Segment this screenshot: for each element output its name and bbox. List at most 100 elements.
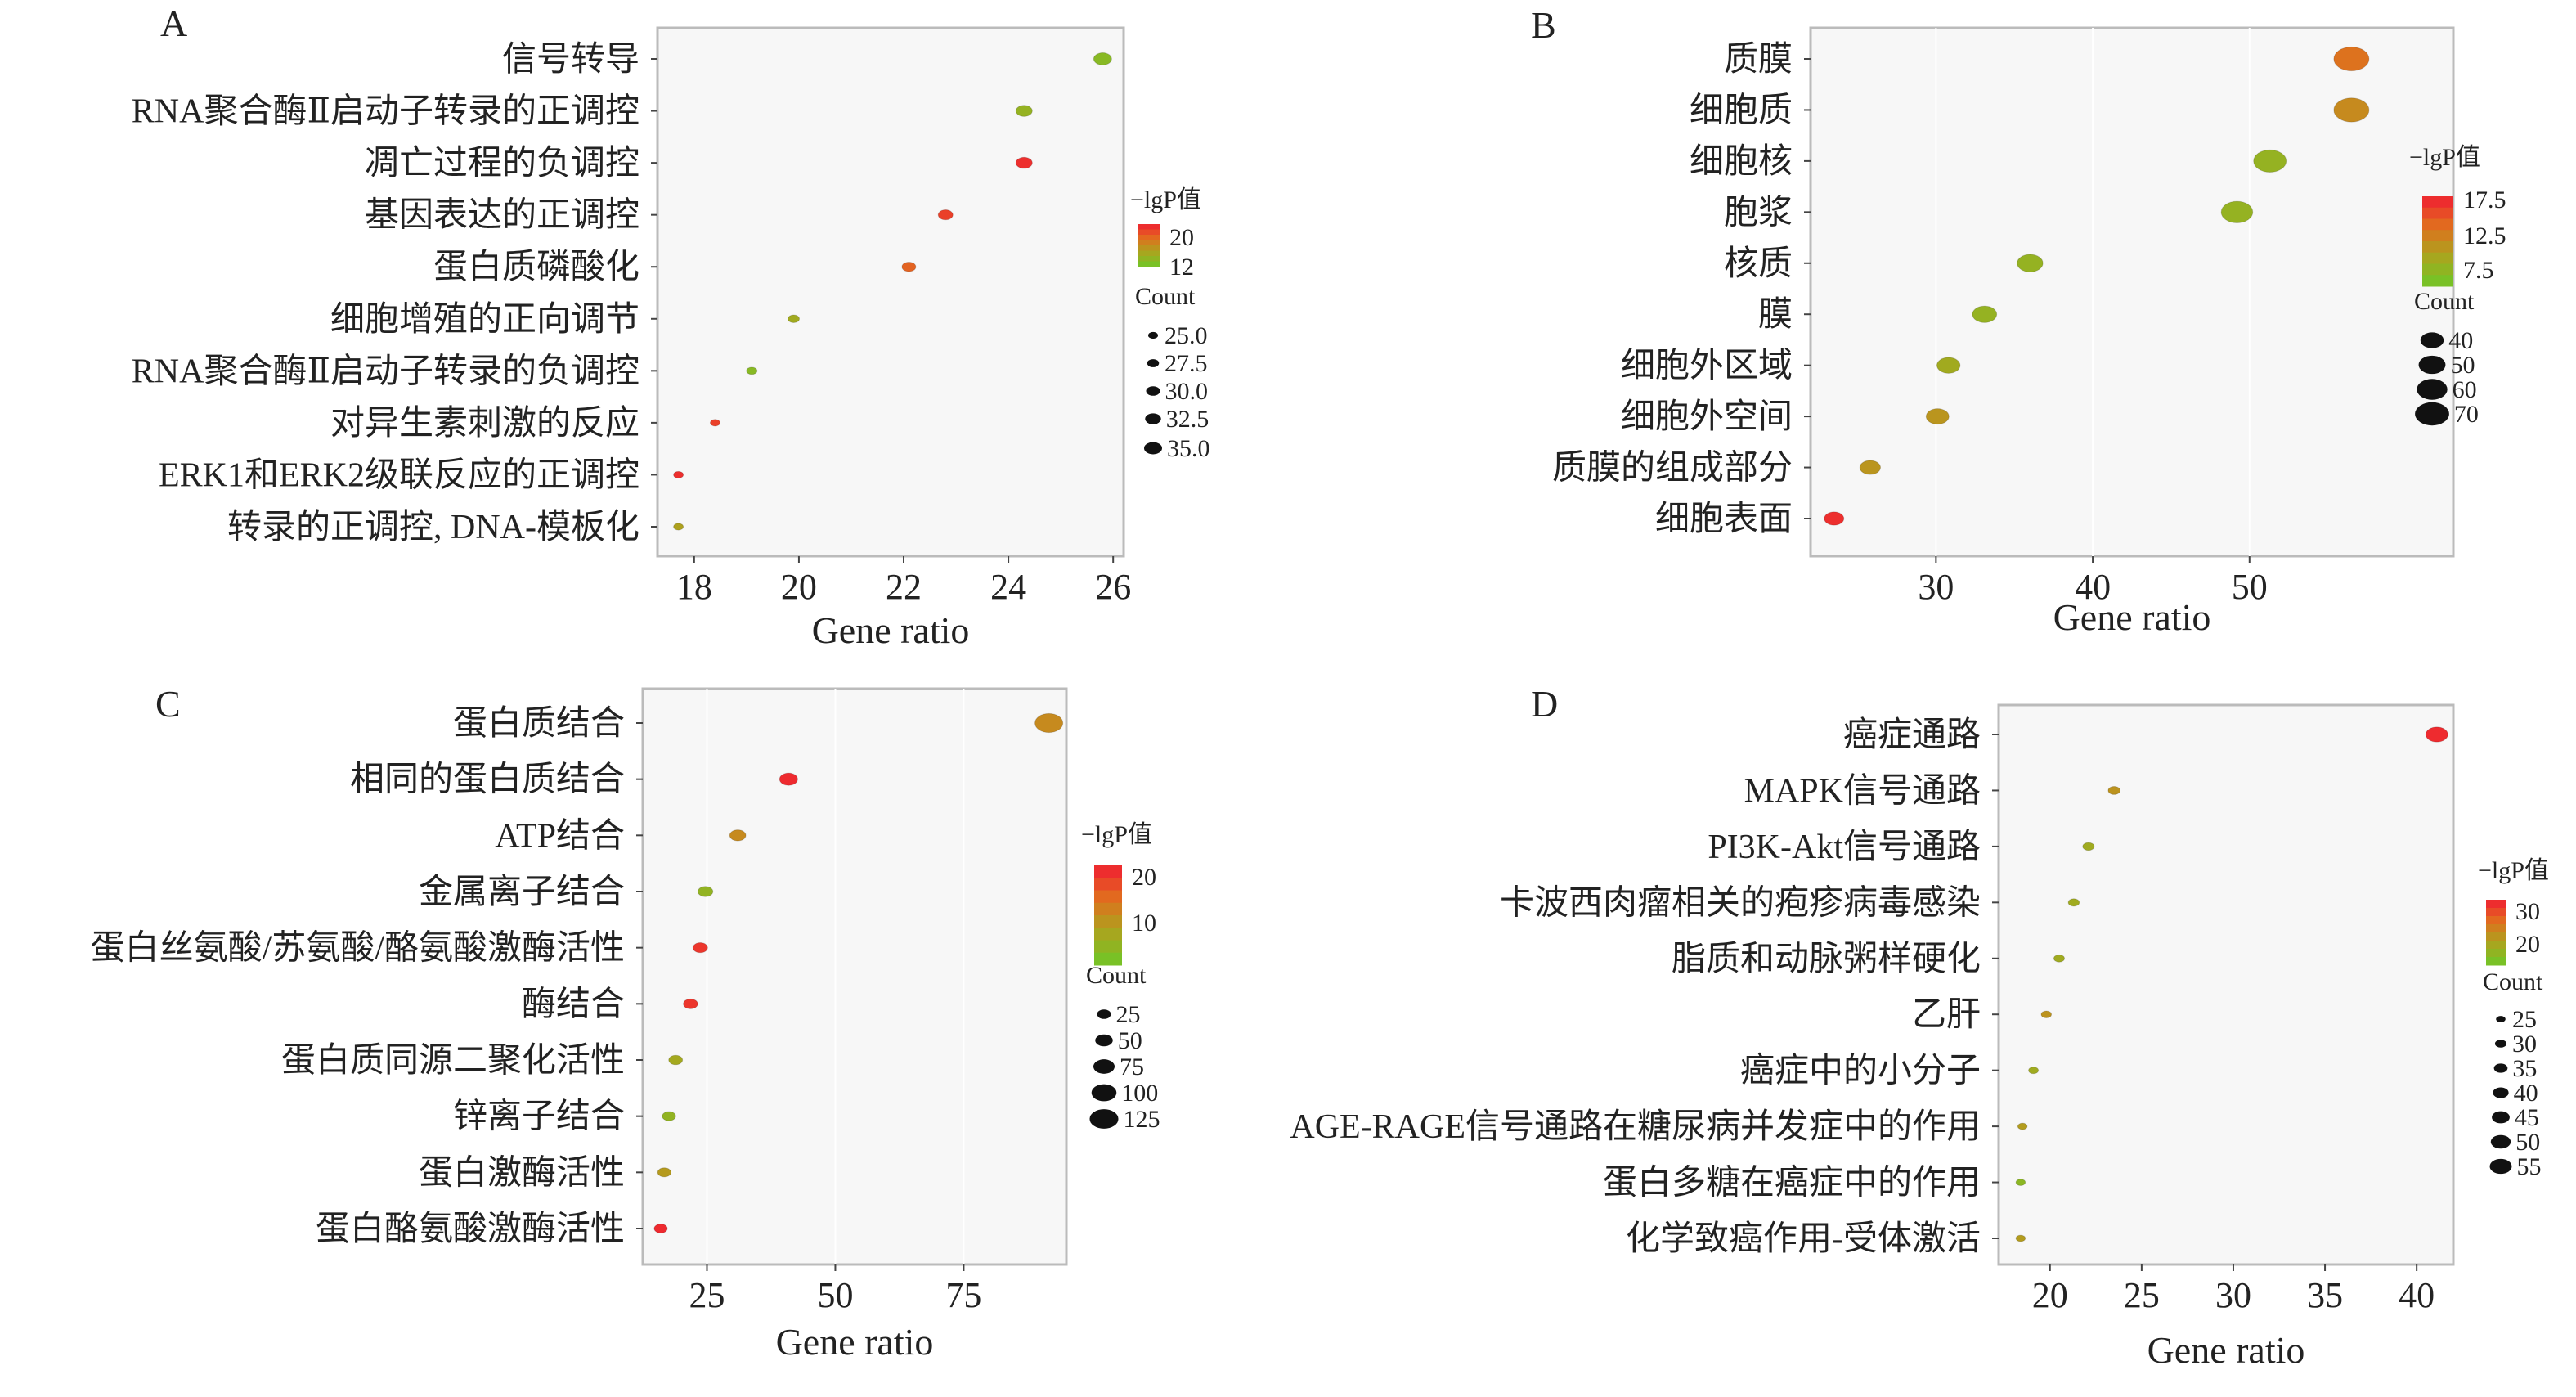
colorbar-segment bbox=[1094, 902, 1122, 916]
term-label: 乙肝 bbox=[1912, 996, 1981, 1034]
term-label: MAPK信号通路 bbox=[1744, 772, 1981, 810]
size-legend-label: 40 bbox=[2514, 1080, 2538, 1107]
size-legend-dot bbox=[2493, 1063, 2508, 1073]
data-point bbox=[2053, 954, 2066, 963]
size-legend-dot bbox=[1145, 413, 1161, 424]
data-point bbox=[2067, 898, 2080, 907]
size-legend-dot bbox=[1148, 331, 1158, 339]
colorbar-tick-label: 12 bbox=[1169, 254, 1194, 281]
term-label: 锌离子结合 bbox=[453, 1098, 625, 1136]
term-label: 信号转导 bbox=[502, 41, 640, 79]
size-legend-label: 35.0 bbox=[1167, 435, 1210, 462]
color-legend-title: −lgP值 bbox=[1130, 186, 1201, 213]
data-point bbox=[2082, 842, 2095, 851]
size-legend-label: 100 bbox=[1121, 1080, 1158, 1107]
panel-letter: D bbox=[1531, 683, 1558, 725]
x-tick-label: 20 bbox=[781, 567, 817, 607]
term-label: 蛋白激酶活性 bbox=[419, 1154, 625, 1192]
data-point bbox=[673, 523, 684, 531]
size-legend-label: 25.0 bbox=[1165, 322, 1208, 349]
data-point bbox=[2017, 1122, 2028, 1130]
colorbar-tick-label: 12.5 bbox=[2463, 222, 2506, 249]
size-legend-dot bbox=[1093, 1059, 1115, 1074]
term-label: 核质 bbox=[1724, 245, 1793, 283]
term-label: 金属离子结合 bbox=[419, 873, 625, 911]
size-legend-dot bbox=[2415, 402, 2449, 426]
data-point bbox=[1936, 357, 1961, 374]
colorbar-segment bbox=[1138, 235, 1160, 240]
colorbar-segment bbox=[1138, 256, 1160, 262]
term-label: 蛋白质同源二聚化活性 bbox=[281, 1042, 625, 1080]
size-legend-dot bbox=[2490, 1134, 2511, 1149]
x-axis-label: Gene ratio bbox=[776, 1321, 934, 1363]
x-tick-label: 40 bbox=[2075, 567, 2111, 607]
colorbar-segment bbox=[1094, 940, 1122, 954]
data-point bbox=[1824, 511, 1845, 526]
x-tick-label: 26 bbox=[1095, 567, 1131, 607]
term-label: ATP结合 bbox=[495, 817, 625, 855]
size-legend-label: 30.0 bbox=[1165, 378, 1209, 405]
colorbar-segment bbox=[2422, 207, 2453, 219]
term-label: 细胞核 bbox=[1690, 143, 1793, 181]
term-label: 胞浆 bbox=[1724, 194, 1793, 231]
term-label: 脂质和动脉粥样硬化 bbox=[1672, 941, 1981, 978]
x-tick-label: 30 bbox=[2215, 1275, 2251, 1315]
size-legend-dot bbox=[1146, 386, 1160, 396]
colorbar-segment bbox=[1094, 865, 1122, 878]
term-label: 膜 bbox=[1758, 296, 1793, 334]
colorbar-segment bbox=[2422, 263, 2453, 276]
x-tick-label: 50 bbox=[2232, 567, 2268, 607]
term-label: 癌症通路 bbox=[1843, 716, 1981, 754]
colorbar-segment bbox=[1138, 240, 1160, 246]
term-label: 基因表达的正调控 bbox=[365, 197, 640, 235]
size-legend-title: Count bbox=[2483, 968, 2543, 995]
colorbar-segment bbox=[2422, 196, 2453, 209]
size-legend-label: 25 bbox=[1115, 1001, 1140, 1028]
data-point bbox=[2220, 200, 2254, 223]
colorbar-segment bbox=[2486, 932, 2506, 941]
data-point bbox=[901, 261, 917, 272]
color-legend-title: −lgP值 bbox=[2478, 857, 2549, 884]
size-legend-label: 32.5 bbox=[1166, 406, 1209, 433]
size-legend-label: 50 bbox=[2450, 352, 2475, 379]
size-legend-dot bbox=[2494, 1040, 2507, 1048]
term-label: RNA聚合酶Ⅱ启动子转录的正调控 bbox=[132, 93, 640, 131]
data-point bbox=[2425, 726, 2448, 743]
colorbar-tick-label: 20 bbox=[1169, 224, 1194, 251]
data-point bbox=[2107, 785, 2121, 795]
panel-letter: C bbox=[155, 683, 181, 725]
term-label: 细胞表面 bbox=[1655, 501, 1793, 538]
data-point bbox=[2333, 46, 2370, 72]
panel-letter: B bbox=[1531, 4, 1556, 46]
size-legend-dot bbox=[2492, 1111, 2510, 1124]
colorbar-tick-label: 20 bbox=[1132, 864, 1156, 891]
term-label: 质膜的组成部分 bbox=[1552, 450, 1793, 487]
colorbar-segment bbox=[2422, 275, 2453, 287]
term-label: PI3K-Akt信号通路 bbox=[1708, 829, 1981, 866]
x-axis-label: Gene ratio bbox=[812, 609, 970, 651]
data-point bbox=[779, 772, 798, 786]
size-legend-title: Count bbox=[2414, 288, 2475, 315]
colorbar-segment bbox=[2486, 949, 2506, 958]
term-label: 细胞外空间 bbox=[1621, 398, 1793, 436]
term-label: RNA聚合酶Ⅱ启动子转录的负调控 bbox=[132, 353, 640, 390]
data-point bbox=[2015, 1179, 2026, 1186]
size-legend-label: 75 bbox=[1120, 1053, 1144, 1080]
data-point bbox=[2040, 1010, 2053, 1018]
term-label: 蛋白多糖在癌症中的作用 bbox=[1603, 1164, 1981, 1202]
data-point bbox=[1093, 52, 1112, 65]
x-tick-label: 25 bbox=[689, 1275, 725, 1315]
plot-area bbox=[1997, 703, 2455, 1266]
term-label: ERK1和ERK2级联反应的正调控 bbox=[159, 456, 640, 494]
colorbar-segment bbox=[1094, 928, 1122, 941]
data-point bbox=[1925, 408, 1950, 425]
x-tick-label: 25 bbox=[2124, 1275, 2160, 1315]
plot-area bbox=[656, 26, 1125, 558]
size-legend-dot bbox=[1089, 1109, 1119, 1129]
size-legend-label: 50 bbox=[1118, 1027, 1142, 1054]
x-tick-label: 75 bbox=[945, 1275, 981, 1315]
data-point bbox=[746, 366, 758, 375]
term-label: AGE-RAGE信号通路在糖尿病并发症中的作用 bbox=[1290, 1108, 1981, 1146]
